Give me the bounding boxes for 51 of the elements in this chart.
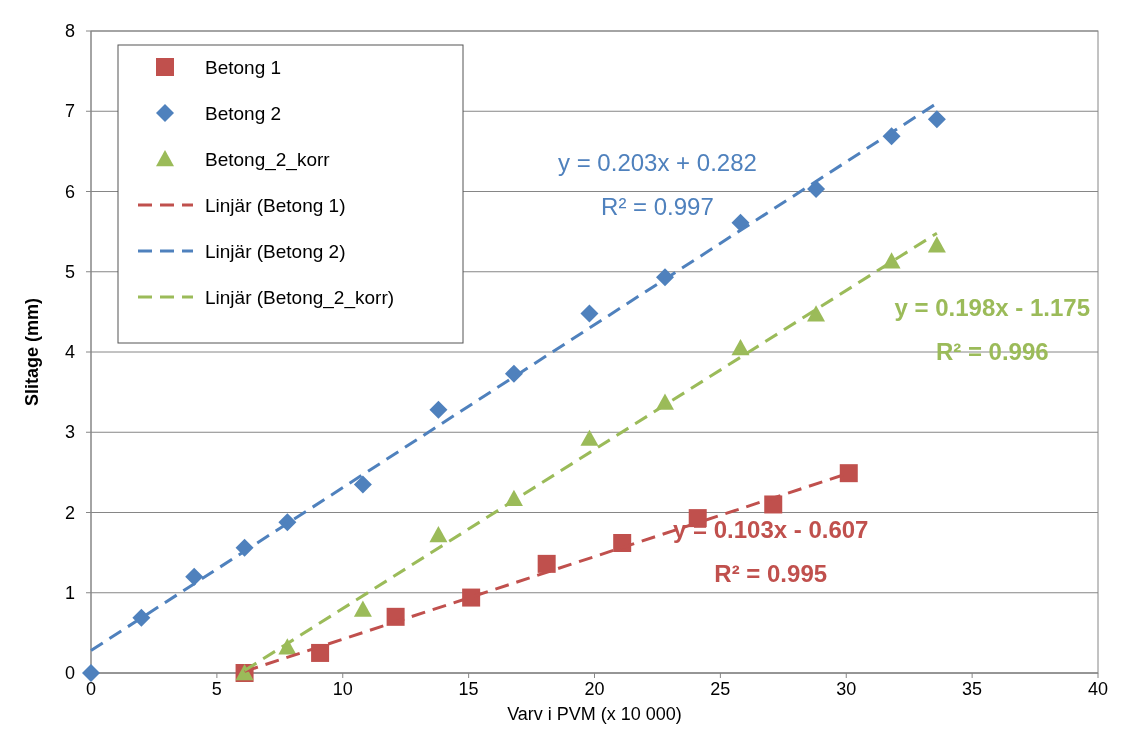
point — [580, 304, 599, 323]
x-tick-label: 25 — [710, 679, 731, 699]
point — [580, 429, 599, 446]
point — [311, 643, 330, 662]
point — [807, 180, 826, 199]
y-tick-label: 6 — [64, 181, 75, 202]
point — [613, 534, 632, 552]
point — [429, 525, 448, 543]
legend-label: Betong 1 — [205, 57, 282, 78]
x-tick-label: 10 — [332, 679, 353, 699]
x-tick-label: 0 — [85, 679, 97, 699]
point — [839, 464, 858, 483]
point — [731, 338, 750, 356]
point — [353, 600, 372, 617]
legend-label: Linjär (Betong 2) — [205, 241, 346, 262]
x-tick-label: 5 — [211, 679, 222, 699]
y-tick-label: 2 — [64, 502, 75, 523]
point — [927, 236, 946, 253]
legend-label: Linjär (Betong 1) — [205, 195, 346, 216]
legend-label: Betong 2 — [205, 103, 282, 124]
y-tick-label: 5 — [64, 261, 75, 282]
x-tick-label: 15 — [458, 679, 479, 699]
y-tick-label: 7 — [64, 101, 75, 122]
point — [82, 664, 100, 682]
y-tick-label: 8 — [64, 21, 75, 41]
y-tick-label: 0 — [64, 663, 75, 683]
point — [882, 252, 901, 269]
x-tick-label: 40 — [1087, 679, 1109, 699]
point — [278, 513, 297, 532]
x-axis-title: Varv i PVM (x 10 000) — [507, 704, 682, 724]
annotation: y = 0.203x + 0.282 — [558, 149, 757, 177]
annotation: R² = 0.996 — [935, 337, 1049, 365]
annotation: R² = 0.995 — [714, 560, 828, 588]
point — [927, 110, 946, 129]
point — [462, 588, 481, 607]
y-tick-label: 3 — [64, 422, 75, 443]
point — [132, 608, 151, 627]
y-tick-label: 1 — [64, 582, 75, 603]
point — [185, 567, 204, 586]
y-axis-title: Slitage (mm) — [22, 297, 42, 407]
point — [537, 554, 556, 573]
x-tick-label: 35 — [962, 679, 983, 699]
point — [429, 400, 448, 419]
legend-label: Linjär (Betong_2_korr) — [205, 287, 395, 309]
legend-label: Betong_2_korr — [205, 149, 331, 171]
x-tick-label: 30 — [836, 679, 857, 699]
annotation: y = 0.198x - 1.175 — [894, 293, 1091, 321]
annotation: R² = 0.997 — [601, 193, 714, 221]
y-tick-label: 4 — [64, 342, 75, 362]
point — [353, 475, 372, 494]
x-tick-label: 20 — [584, 679, 605, 699]
